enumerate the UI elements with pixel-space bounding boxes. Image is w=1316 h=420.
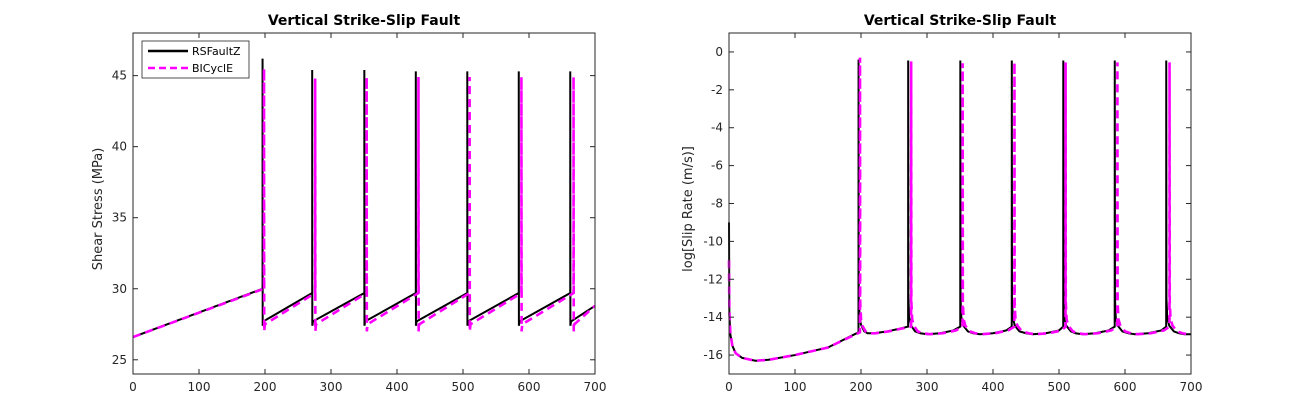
axis-ticks: 0 100 200 300 400 500 600 700 0 -2 -4 -6 -8 -10 -12 -14… xyxy=(703,33,1202,394)
chart-title: Vertical Strike-Slip Fault xyxy=(864,13,1057,29)
plot-area xyxy=(132,58,596,339)
y-tick-label: -4 xyxy=(711,121,723,135)
x-tick-label: 200 xyxy=(850,380,873,394)
legend-label-rsfaultz: RSFaultZ xyxy=(192,45,241,58)
shear-stress-chart: Vertical Strike-Slip Fault Shear Stress … xyxy=(91,13,606,394)
x-tick-label: 0 xyxy=(725,380,733,394)
x-tick-label: 100 xyxy=(784,380,807,394)
y-axis-label: Shear Stress (MPa) xyxy=(91,148,106,271)
y-axis-label: log[Slip Rate (m/s)] xyxy=(681,146,696,272)
x-tick-label: 200 xyxy=(254,380,277,394)
series-line-rsfaultz xyxy=(132,58,596,338)
y-tick-label: -16 xyxy=(703,348,723,362)
axes-box xyxy=(132,32,596,375)
y-tick-label: 25 xyxy=(112,353,127,367)
x-tick-label: 500 xyxy=(1048,380,1071,394)
x-tick-label: 100 xyxy=(188,380,211,394)
series-line-bicycle xyxy=(132,68,596,339)
y-tick-label: -10 xyxy=(703,234,723,248)
legend-label-bicycle: BICyclE xyxy=(192,62,233,75)
axis-ticks: 0 100 200 300 400 500 600 700 25 30 35 40 45 xyxy=(112,33,607,394)
x-tick-label: 600 xyxy=(518,380,541,394)
series-line-bicycle xyxy=(727,57,1191,363)
x-tick-label: 300 xyxy=(320,380,343,394)
legend: RSFaultZ BICyclE xyxy=(141,40,250,79)
y-tick-label: -2 xyxy=(711,83,723,97)
y-tick-label: -12 xyxy=(703,272,723,286)
x-tick-label: 300 xyxy=(916,380,939,394)
plot-area xyxy=(727,57,1191,363)
x-tick-label: 600 xyxy=(1114,380,1137,394)
y-tick-label: 35 xyxy=(112,211,127,225)
y-tick-label: 30 xyxy=(112,282,127,296)
chart-title: Vertical Strike-Slip Fault xyxy=(268,13,461,29)
y-tick-label: 40 xyxy=(112,140,127,154)
x-tick-label: 400 xyxy=(386,380,409,394)
x-tick-label: 0 xyxy=(129,380,137,394)
legend-box xyxy=(141,40,250,79)
y-tick-label: 0 xyxy=(715,45,723,59)
y-tick-label: -6 xyxy=(711,159,723,173)
slip-rate-chart: Vertical Strike-Slip Fault log[Slip Rate… xyxy=(681,13,1202,394)
x-tick-label: 500 xyxy=(452,380,475,394)
y-tick-label: -14 xyxy=(703,310,723,324)
x-tick-label: 700 xyxy=(1180,380,1203,394)
y-tick-label: 45 xyxy=(112,69,127,83)
y-tick-label: -8 xyxy=(711,197,723,211)
x-tick-label: 400 xyxy=(982,380,1005,394)
x-tick-label: 700 xyxy=(584,380,607,394)
